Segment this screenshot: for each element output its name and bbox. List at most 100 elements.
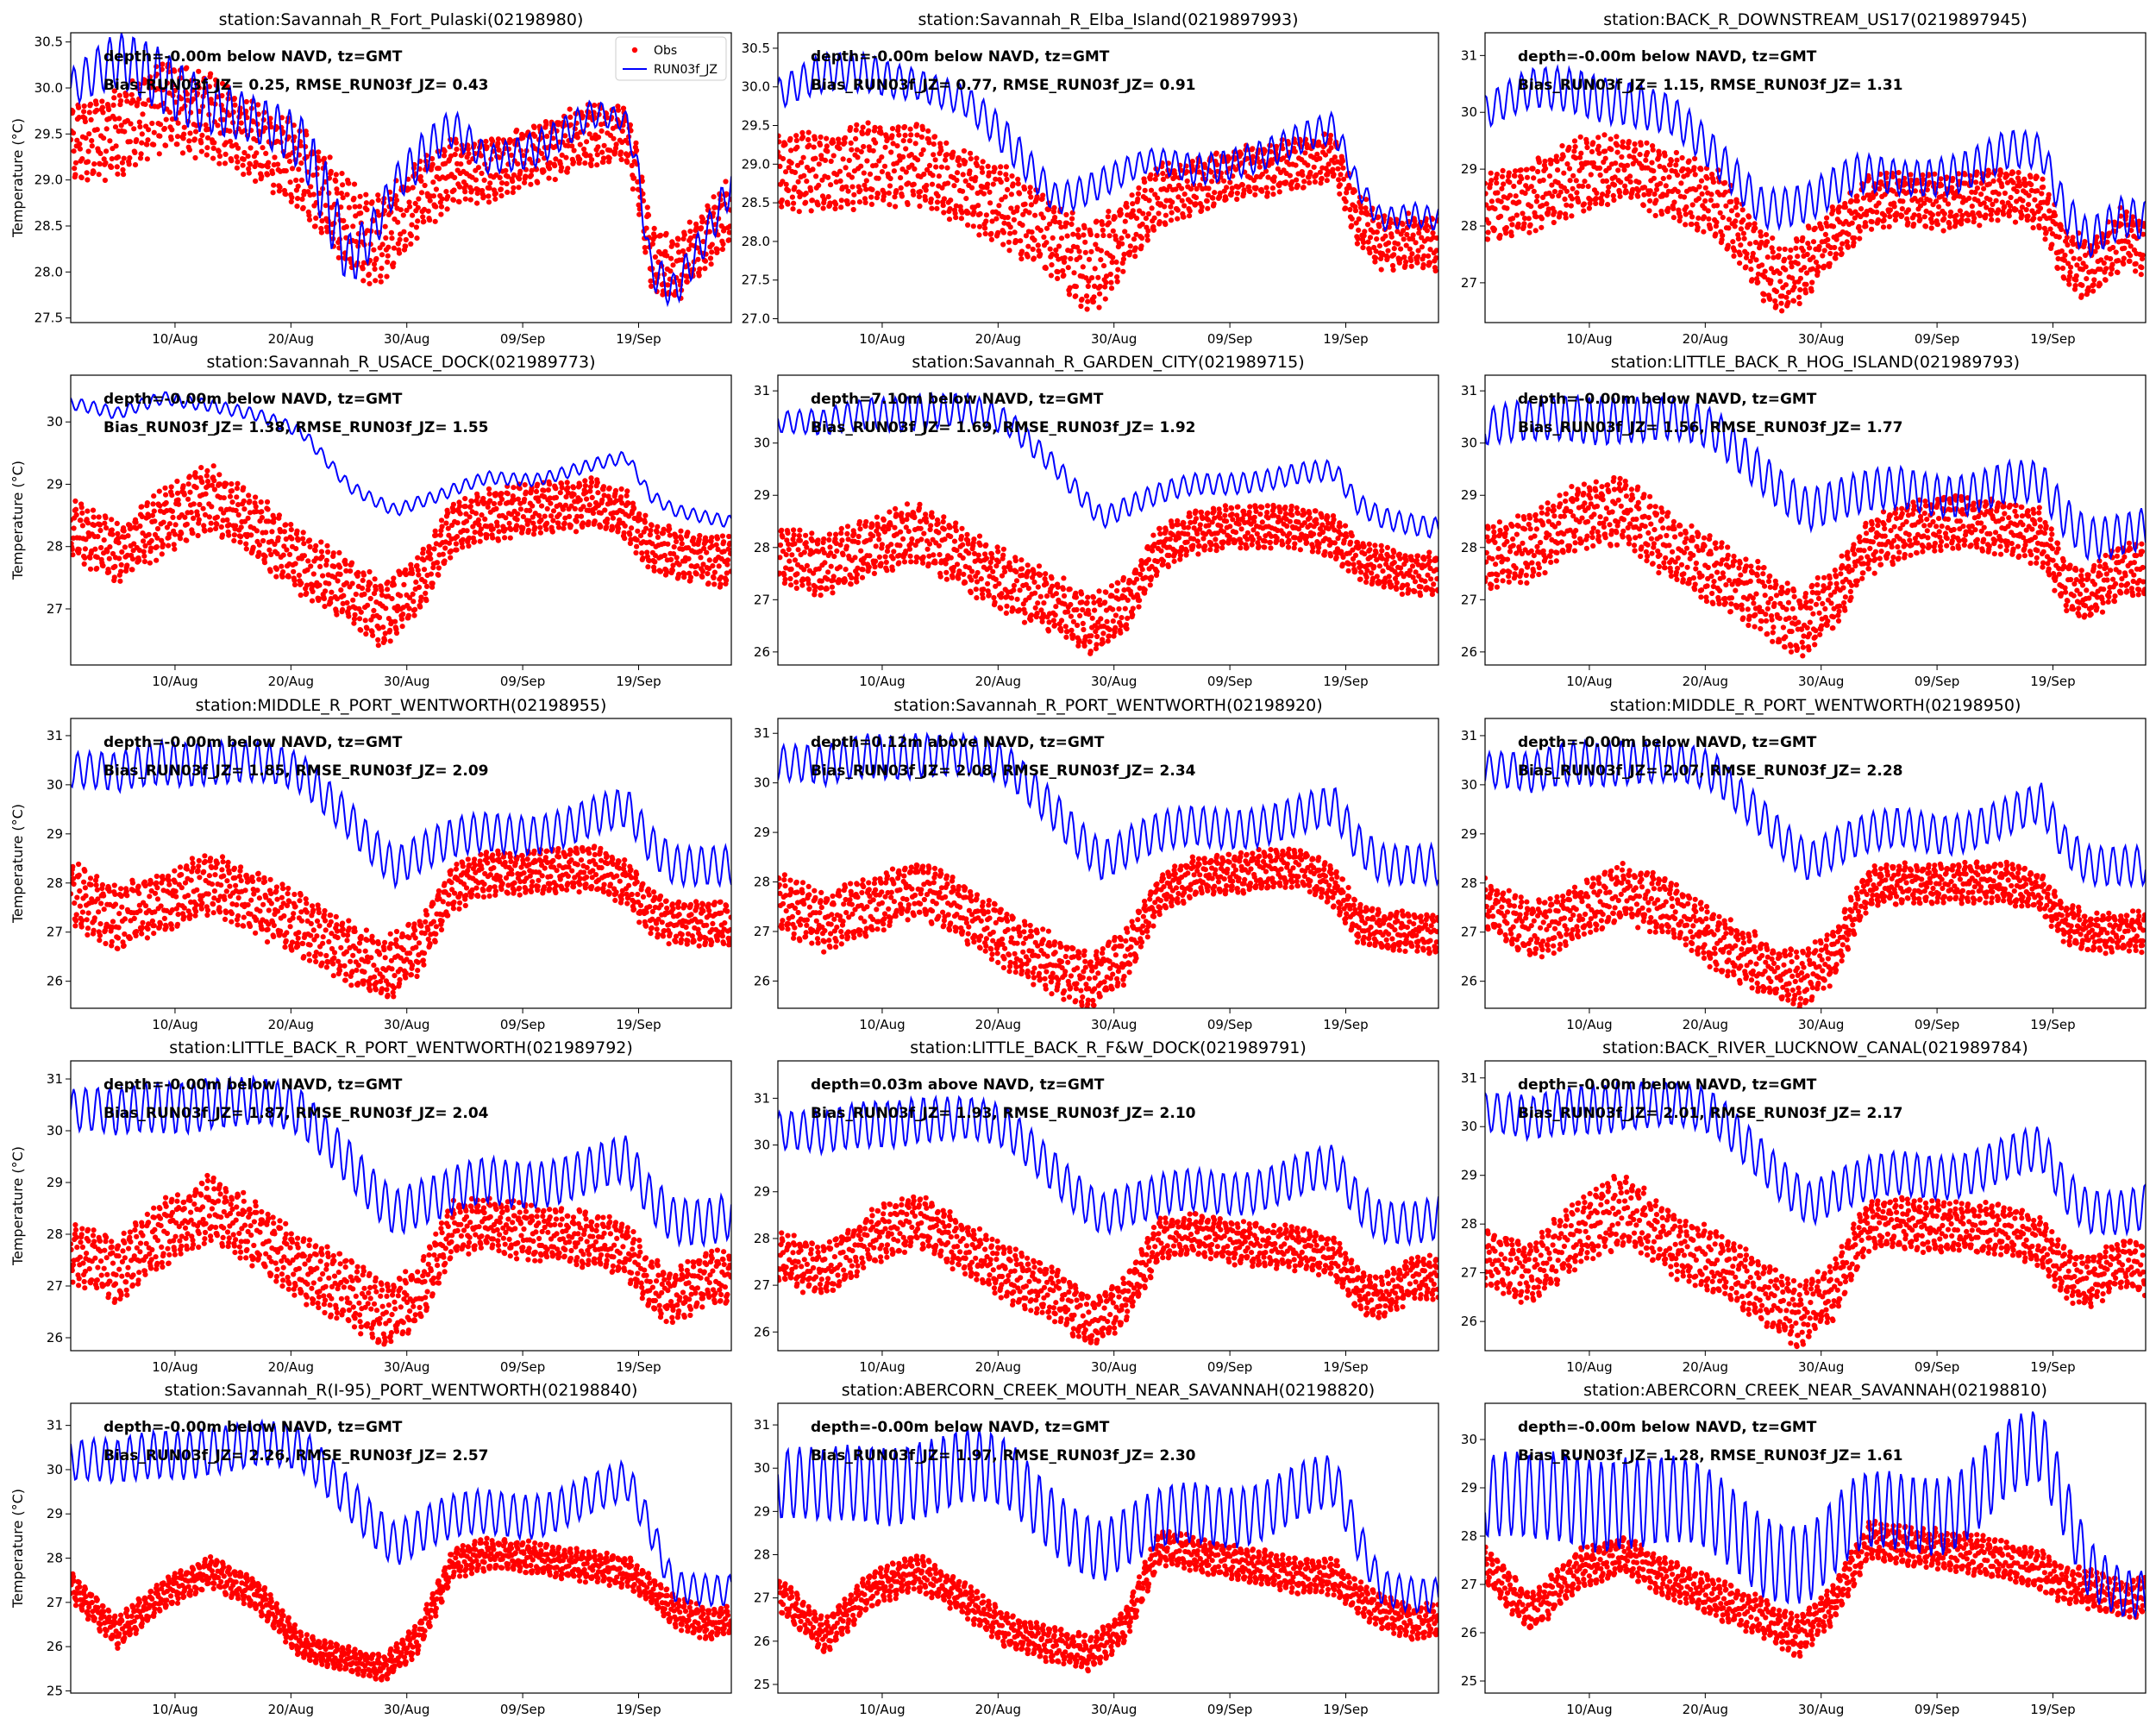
obs-point bbox=[1115, 267, 1121, 273]
obs-point bbox=[2142, 223, 2146, 229]
obs-point bbox=[323, 588, 329, 594]
obs-point bbox=[291, 568, 297, 574]
obs-point bbox=[1122, 229, 1128, 235]
obs-point bbox=[552, 163, 558, 169]
obs-point bbox=[2065, 242, 2071, 248]
obs-point bbox=[920, 126, 926, 133]
obs-point bbox=[615, 107, 622, 113]
obs-point bbox=[172, 546, 178, 552]
obs-point bbox=[858, 163, 864, 169]
obs-point bbox=[1744, 251, 1750, 257]
obs-point bbox=[385, 244, 392, 250]
obs-point bbox=[497, 154, 503, 160]
obs-point bbox=[1622, 183, 1628, 189]
obs-point bbox=[293, 546, 299, 552]
x-tick-label: 09/Sep bbox=[1207, 331, 1252, 347]
obs-point bbox=[1098, 248, 1104, 254]
obs-point bbox=[229, 481, 235, 487]
obs-point bbox=[1169, 210, 1175, 216]
obs-point bbox=[109, 156, 115, 162]
obs-point bbox=[1324, 178, 1330, 184]
obs-point bbox=[1752, 240, 1758, 246]
obs-point bbox=[304, 590, 310, 596]
obs-point bbox=[1187, 208, 1193, 214]
obs-point bbox=[1003, 164, 1009, 170]
obs-point bbox=[1179, 198, 1185, 204]
obs-point bbox=[186, 474, 192, 480]
obs-point bbox=[1294, 177, 1300, 183]
obs-point bbox=[1737, 252, 1743, 258]
obs-point bbox=[876, 158, 882, 164]
obs-point bbox=[2106, 230, 2112, 236]
obs-point bbox=[139, 504, 145, 510]
obs-point bbox=[2130, 214, 2136, 220]
obs-point bbox=[1040, 192, 1046, 198]
obs-point bbox=[367, 568, 373, 575]
obs-point bbox=[1535, 168, 1541, 175]
obs-point bbox=[572, 505, 578, 512]
obs-point bbox=[403, 572, 409, 578]
obs-point bbox=[1647, 188, 1653, 194]
obs-point bbox=[151, 508, 157, 514]
obs-point bbox=[417, 173, 423, 179]
legend-model-label: RUN03f_JZ bbox=[654, 63, 718, 77]
obs-point bbox=[799, 134, 806, 140]
obs-point bbox=[82, 118, 88, 125]
obs-point bbox=[1911, 221, 1917, 228]
obs-point bbox=[857, 187, 863, 193]
obs-point bbox=[1844, 239, 1850, 245]
obs-point bbox=[375, 192, 381, 198]
obs-point bbox=[2007, 208, 2013, 214]
obs-point bbox=[794, 144, 800, 150]
obs-point bbox=[530, 531, 537, 537]
obs-point bbox=[360, 278, 367, 284]
obs-point bbox=[1680, 166, 1686, 172]
obs-point bbox=[141, 553, 147, 559]
obs-point bbox=[1093, 242, 1099, 248]
obs-point bbox=[1551, 219, 1557, 226]
obs-point bbox=[1187, 213, 1193, 219]
obs-point bbox=[580, 113, 586, 119]
obs-point bbox=[254, 508, 260, 515]
obs-point bbox=[1998, 170, 2004, 176]
obs-point bbox=[1564, 202, 1570, 208]
obs-point bbox=[1846, 231, 1852, 237]
obs-point bbox=[1311, 164, 1317, 170]
obs-point bbox=[1546, 173, 1553, 179]
obs-point bbox=[1053, 252, 1059, 259]
obs-point bbox=[1406, 210, 1412, 216]
obs-point bbox=[1356, 227, 1362, 233]
y-tick-label: 29.5 bbox=[34, 126, 63, 141]
obs-point bbox=[1857, 228, 1863, 234]
obs-point bbox=[338, 191, 344, 197]
obs-point bbox=[400, 212, 406, 218]
obs-point bbox=[454, 547, 460, 553]
obs-point bbox=[988, 230, 994, 236]
obs-point bbox=[1169, 199, 1175, 205]
obs-point bbox=[139, 140, 145, 146]
obs-point bbox=[137, 523, 143, 530]
obs-point bbox=[535, 179, 541, 185]
obs-point bbox=[1582, 179, 1588, 185]
obs-point bbox=[887, 175, 893, 182]
obs-point bbox=[126, 161, 132, 167]
obs-point bbox=[2085, 285, 2091, 291]
obs-point bbox=[827, 200, 833, 206]
obs-point bbox=[127, 155, 133, 161]
obs-point bbox=[1539, 224, 1545, 230]
obs-point bbox=[1328, 145, 1334, 151]
obs-point bbox=[1007, 230, 1013, 236]
obs-point bbox=[1904, 216, 1910, 222]
obs-point bbox=[1212, 190, 1218, 196]
obs-point bbox=[1379, 250, 1385, 257]
obs-point bbox=[362, 618, 368, 624]
obs-point bbox=[222, 151, 229, 157]
obs-point bbox=[1566, 166, 1573, 172]
obs-point bbox=[968, 150, 974, 156]
obs-point bbox=[1364, 222, 1371, 228]
obs-point bbox=[578, 513, 585, 519]
obs-point bbox=[412, 606, 418, 612]
obs-point bbox=[2133, 260, 2139, 267]
obs-point bbox=[953, 203, 959, 209]
obs-point bbox=[298, 177, 304, 183]
